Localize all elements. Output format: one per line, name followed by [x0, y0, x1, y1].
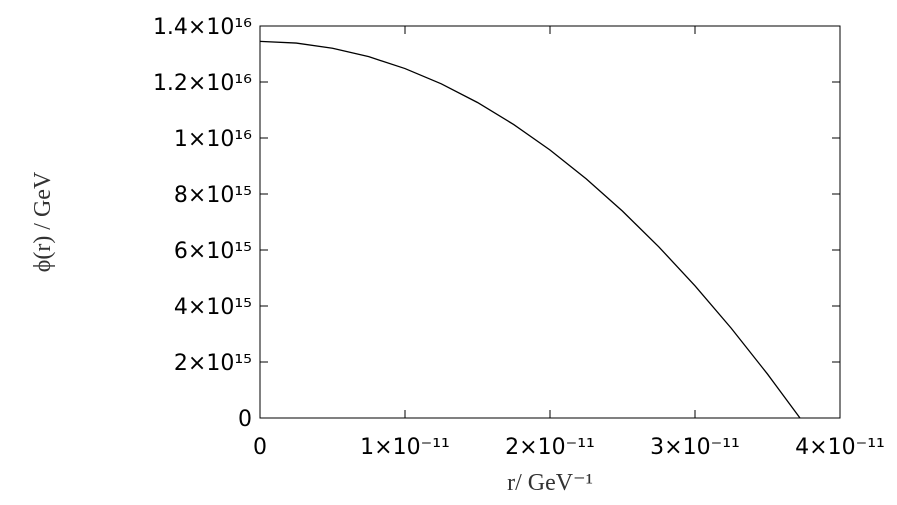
- y-tick-label: 1.4×10¹⁶: [153, 15, 252, 40]
- y-tick-label: 1×10¹⁶: [174, 127, 252, 152]
- x-tick-label: 2×10⁻¹¹: [505, 435, 595, 460]
- data-line: [259, 40, 801, 419]
- x-tick-label: 3×10⁻¹¹: [650, 435, 740, 460]
- y-tick-label: 2×10¹⁵: [174, 351, 252, 376]
- y-tick-label: 6×10¹⁵: [174, 239, 252, 264]
- plot-frame: [259, 25, 841, 419]
- y-tick-label: 4×10¹⁵: [174, 295, 252, 320]
- x-axis-title: r/ GeV⁻¹: [507, 470, 593, 496]
- x-tick-label: 1×10⁻¹¹: [360, 435, 450, 460]
- y-tick-label: 8×10¹⁵: [174, 183, 252, 208]
- y-tick-label: 0: [238, 407, 252, 432]
- x-tick-label: 4×10⁻¹¹: [795, 435, 885, 460]
- y-tick-label: 1.2×10¹⁶: [153, 71, 252, 96]
- y-axis-title: ϕ(r) / GeV: [30, 171, 56, 272]
- x-tick-label: 0: [253, 435, 267, 460]
